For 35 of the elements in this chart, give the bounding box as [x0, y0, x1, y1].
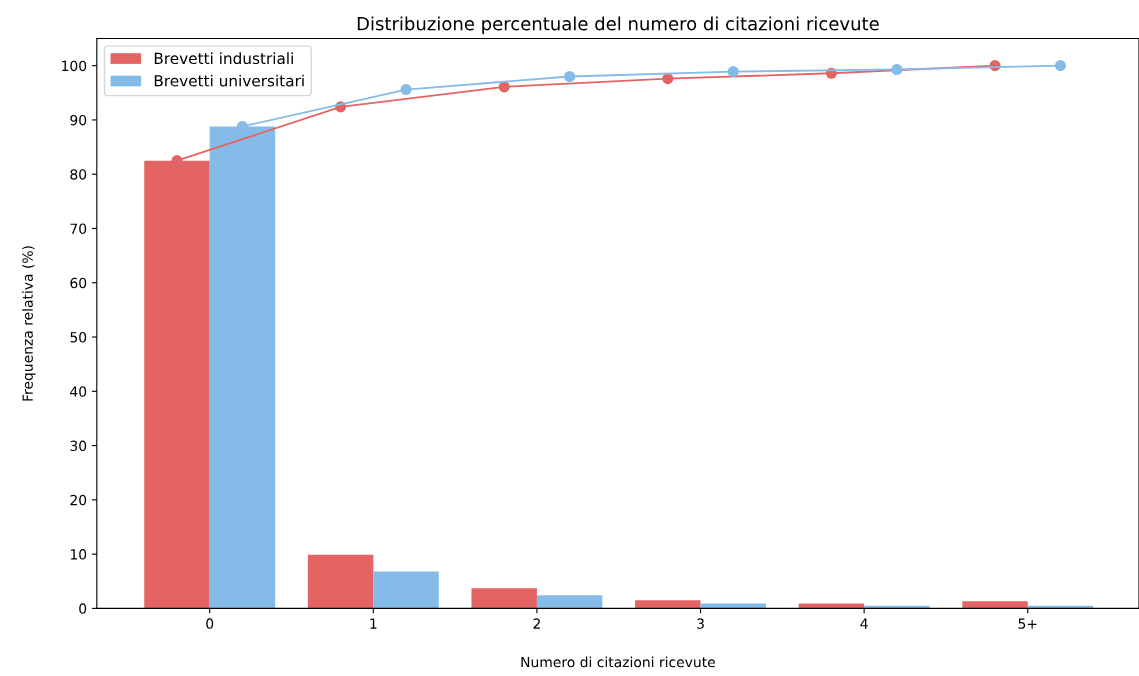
- point: [564, 70, 576, 83]
- point: [891, 63, 903, 76]
- y-tick-label: 90: [70, 114, 87, 126]
- y-tick-label: 0: [79, 603, 87, 614]
- y-tick-label: 60: [70, 277, 87, 289]
- x-tick-label: 1: [370, 618, 377, 629]
- y-tick-label: 20: [70, 494, 87, 506]
- bar: [373, 571, 439, 609]
- y-tick-label: 10: [70, 549, 87, 560]
- bar: [962, 601, 1028, 609]
- legend-label: Brevetti universitari: [154, 74, 304, 87]
- bar: [471, 588, 537, 609]
- bar: [536, 595, 603, 609]
- point: [498, 81, 510, 93]
- x-tick-label: 3: [697, 618, 704, 629]
- y-tick-label: 80: [70, 169, 87, 180]
- point: [1054, 60, 1067, 72]
- y-tick-label: 30: [70, 440, 87, 452]
- x-axis-title: Numero di citazioni ricevute: [521, 656, 715, 668]
- y-axis-title: Frequenza relativa (%): [22, 246, 36, 401]
- y-tick-label: 70: [70, 223, 87, 234]
- x-tick-label: 4: [860, 618, 868, 629]
- point: [727, 66, 739, 78]
- x-tick-label: 5+: [1018, 618, 1037, 629]
- y-tick-label: 100: [62, 60, 87, 72]
- chart-title: Distribuzione percentuale del numero di citazioni ricevute: [357, 16, 879, 34]
- point: [662, 73, 674, 85]
- bar: [307, 554, 374, 609]
- y-tick-label: 40: [70, 386, 87, 397]
- y-tick-label: 50: [70, 332, 87, 343]
- x-tick-label: 0: [206, 618, 214, 629]
- x-tick-label: 2: [533, 618, 540, 629]
- bar: [635, 600, 701, 609]
- point: [400, 83, 412, 96]
- legend-label: Brevetti industriali: [154, 52, 293, 65]
